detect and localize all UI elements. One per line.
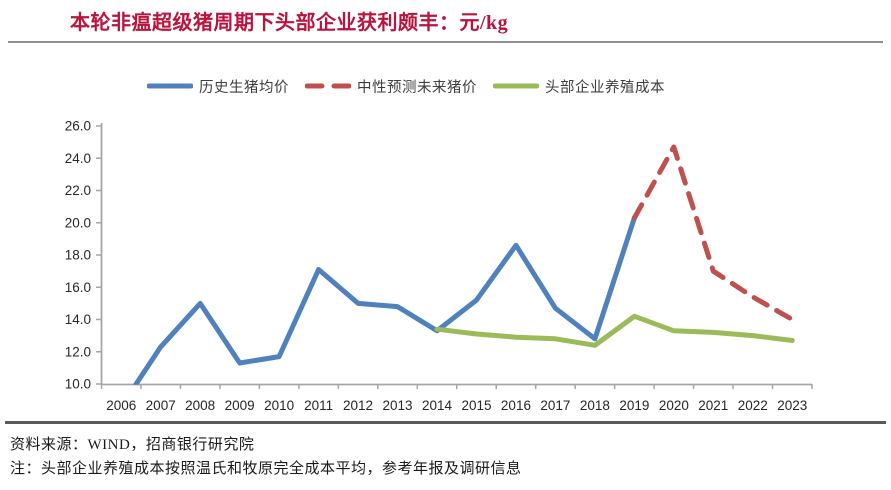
x-tick-label: 2015: [461, 398, 491, 413]
x-tick-label: 2021: [698, 398, 728, 413]
y-tick-label: 14.0: [65, 312, 91, 327]
legend-item-neutral-forecast-price: 中性预测未来猪价: [305, 76, 477, 97]
footer-notes: 资料来源：WIND，招商银行研究院 注：头部企业养殖成本按照温氏和牧原完全成本平…: [10, 433, 881, 481]
legend-swatch-neutral-forecast-price: [305, 83, 351, 89]
x-tick-label: 2014: [422, 398, 453, 413]
x-tick-label: 2010: [264, 398, 294, 413]
x-tick-label: 2019: [619, 398, 649, 413]
legend-swatch-leading-firm-breeding-cost: [493, 83, 539, 89]
x-tick-label: 2008: [185, 398, 215, 413]
series-line-historical-pig-price: [132, 215, 637, 385]
y-tick-label: 18.0: [65, 248, 91, 263]
legend-label-neutral-forecast-price: 中性预测未来猪价: [357, 79, 477, 96]
legend-item-historical-pig-price: 历史生猪均价: [147, 76, 289, 97]
series-line-leading-firm-breeding-cost: [434, 313, 795, 348]
y-tick-label: 16.0: [65, 280, 91, 295]
source-note: 资料来源：WIND，招商银行研究院: [10, 437, 255, 453]
chart-legend: 历史生猪均价 中性预测未来猪价 头部企业养殖成本: [147, 76, 681, 96]
legend-swatch-historical-pig-price: [147, 83, 193, 89]
y-tick-label: 20.0: [65, 215, 91, 230]
x-tick-label: 2018: [580, 398, 610, 413]
x-tick-label: 2023: [777, 398, 807, 413]
method-note: 注：头部企业养殖成本按照温氏和牧原完全成本平均，参考年报及调研信息: [10, 461, 522, 477]
x-tick-label: 2012: [343, 398, 373, 413]
y-tick-label: 24.0: [65, 151, 91, 166]
y-tick-label: 12.0: [65, 344, 91, 359]
x-tick-label: 2016: [501, 398, 531, 413]
x-tick-label: 2009: [225, 398, 255, 413]
x-tick-label: 2020: [659, 398, 689, 413]
legend-label-historical-pig-price: 历史生猪均价: [199, 79, 289, 96]
footer-divider: [5, 421, 886, 424]
page-title: 本轮非瘟超级猪周期下头部企业获利颇丰：元/kg: [70, 12, 509, 34]
x-tick-label: 2017: [540, 398, 570, 413]
x-tick-label: 2022: [738, 398, 768, 413]
x-tick-label: 2006: [106, 398, 136, 413]
x-tick-label: 2013: [383, 398, 413, 413]
title-divider: [8, 41, 883, 43]
legend-item-leading-firm-breeding-cost: 头部企业养殖成本: [493, 76, 665, 97]
x-tick-label: 2007: [146, 398, 176, 413]
y-tick-label: 22.0: [65, 183, 91, 198]
y-tick-label: 26.0: [65, 119, 91, 134]
series-line-neutral-forecast-price: [631, 144, 795, 322]
x-tick-label: 2011: [304, 398, 333, 413]
legend-label-leading-firm-breeding-cost: 头部企业养殖成本: [545, 79, 665, 96]
y-tick-label: 10.0: [65, 377, 91, 392]
